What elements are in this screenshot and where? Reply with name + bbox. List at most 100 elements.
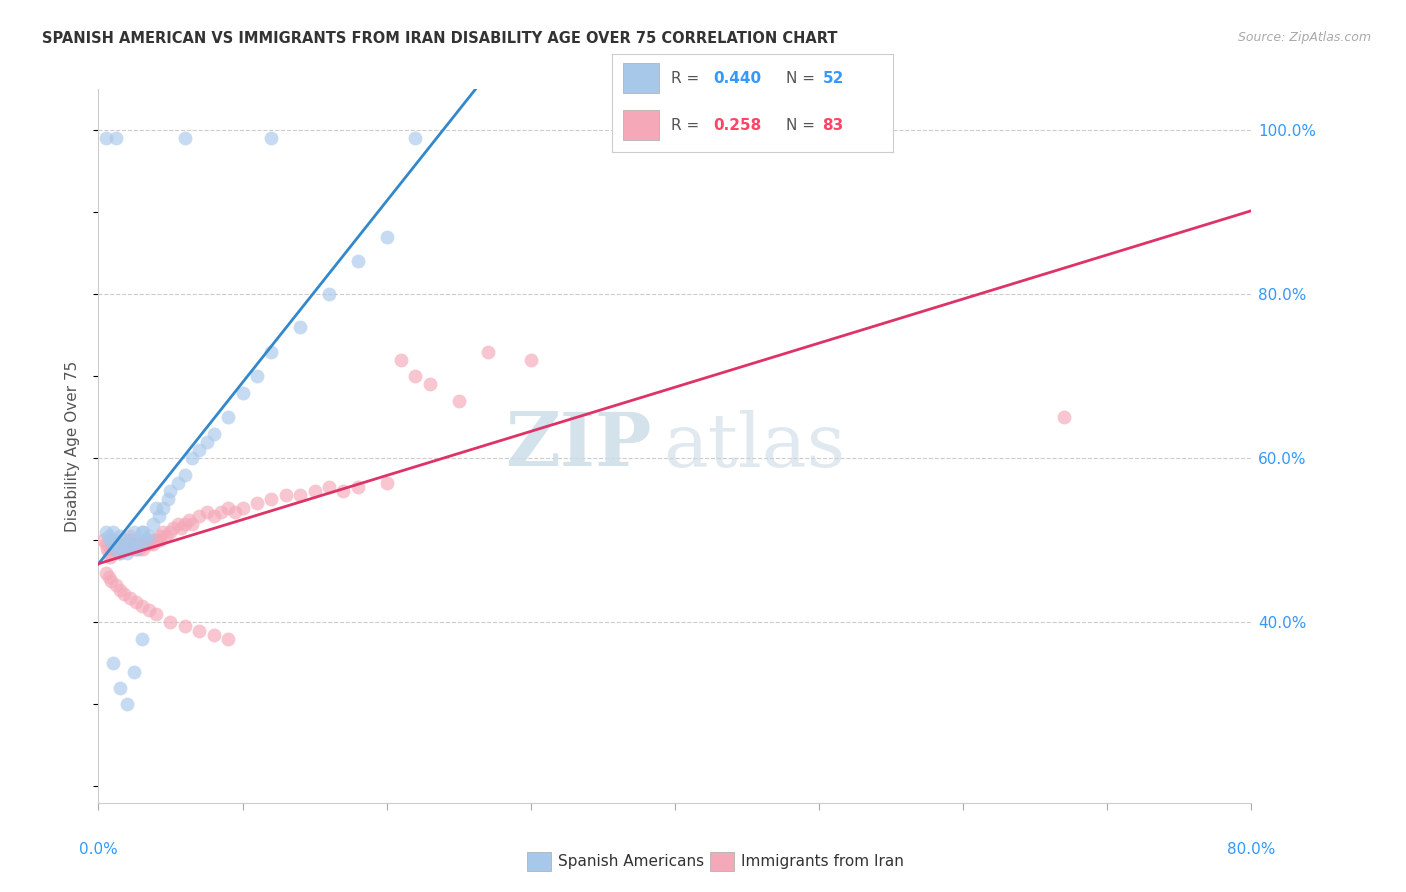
Point <box>122 541 145 556</box>
Point <box>97 546 120 560</box>
Point <box>419 377 441 392</box>
Point <box>101 657 124 671</box>
Point <box>124 525 146 540</box>
Point <box>162 521 184 535</box>
Point <box>375 475 398 490</box>
FancyBboxPatch shape <box>623 111 659 140</box>
Point <box>104 537 127 551</box>
Point <box>188 624 211 638</box>
Point <box>120 591 142 605</box>
Point <box>112 537 135 551</box>
Point <box>195 505 218 519</box>
Point <box>447 393 470 408</box>
Point <box>117 698 139 712</box>
Point <box>159 525 181 540</box>
Point <box>332 484 354 499</box>
Point <box>98 533 121 548</box>
Point <box>231 500 254 515</box>
Text: 0.440: 0.440 <box>713 70 761 86</box>
Text: 52: 52 <box>823 70 844 86</box>
Point <box>131 525 153 540</box>
Point <box>127 537 149 551</box>
Point <box>304 484 326 499</box>
Point <box>181 451 204 466</box>
Point <box>120 541 142 556</box>
FancyBboxPatch shape <box>623 63 659 93</box>
Point <box>142 537 165 551</box>
Point <box>134 533 156 548</box>
Point <box>118 537 141 551</box>
Text: atlas: atlas <box>664 409 845 483</box>
Point <box>405 369 427 384</box>
Point <box>174 467 197 482</box>
Point <box>108 546 131 560</box>
Point <box>94 566 117 581</box>
Point <box>179 513 201 527</box>
Point <box>97 529 120 543</box>
Point <box>134 537 156 551</box>
Point <box>128 537 150 551</box>
Point <box>477 344 499 359</box>
Point <box>260 131 283 145</box>
Point <box>117 537 139 551</box>
Point <box>217 632 239 646</box>
Point <box>103 533 125 548</box>
Point <box>138 603 160 617</box>
Point <box>195 434 218 449</box>
Text: N =: N = <box>786 70 820 86</box>
Point <box>260 492 283 507</box>
Point <box>125 541 148 556</box>
Point <box>94 537 117 551</box>
Point <box>166 475 188 490</box>
Point <box>375 230 398 244</box>
Point <box>520 352 543 367</box>
Text: 83: 83 <box>823 118 844 133</box>
Point <box>405 131 427 145</box>
Point <box>131 632 153 646</box>
Point <box>145 533 167 548</box>
Point <box>166 516 188 531</box>
Point <box>346 480 368 494</box>
Point <box>101 537 124 551</box>
Point <box>202 508 225 523</box>
Point <box>94 131 117 145</box>
Point <box>290 488 312 502</box>
Point <box>318 480 340 494</box>
Point <box>94 525 117 540</box>
Point <box>149 533 172 548</box>
Point <box>124 537 146 551</box>
Y-axis label: Disability Age Over 75: Disability Age Over 75 <box>65 360 80 532</box>
Point <box>155 529 177 543</box>
Point <box>142 516 165 531</box>
Point <box>1053 410 1076 425</box>
Text: Source: ZipAtlas.com: Source: ZipAtlas.com <box>1237 31 1371 45</box>
Point <box>346 254 368 268</box>
Point <box>124 665 146 679</box>
Point <box>145 607 167 622</box>
Point <box>110 537 132 551</box>
Point <box>100 574 122 589</box>
Text: 0.0%: 0.0% <box>79 842 118 857</box>
Point <box>101 525 124 540</box>
Point <box>224 505 246 519</box>
Point <box>274 488 297 502</box>
Point <box>131 599 153 613</box>
Point <box>100 541 122 556</box>
Text: Spanish Americans: Spanish Americans <box>558 855 704 869</box>
Text: ZIP: ZIP <box>505 409 652 483</box>
Point <box>105 541 128 556</box>
Point <box>135 533 157 548</box>
Point <box>174 516 197 531</box>
Point <box>131 537 153 551</box>
Point <box>108 582 131 597</box>
Point <box>246 496 269 510</box>
Point <box>125 541 148 556</box>
Point <box>188 443 211 458</box>
Point <box>112 587 135 601</box>
Point <box>209 505 232 519</box>
Point <box>231 385 254 400</box>
Point <box>132 525 155 540</box>
Point <box>104 578 127 592</box>
Point <box>108 681 131 695</box>
Point <box>138 537 160 551</box>
